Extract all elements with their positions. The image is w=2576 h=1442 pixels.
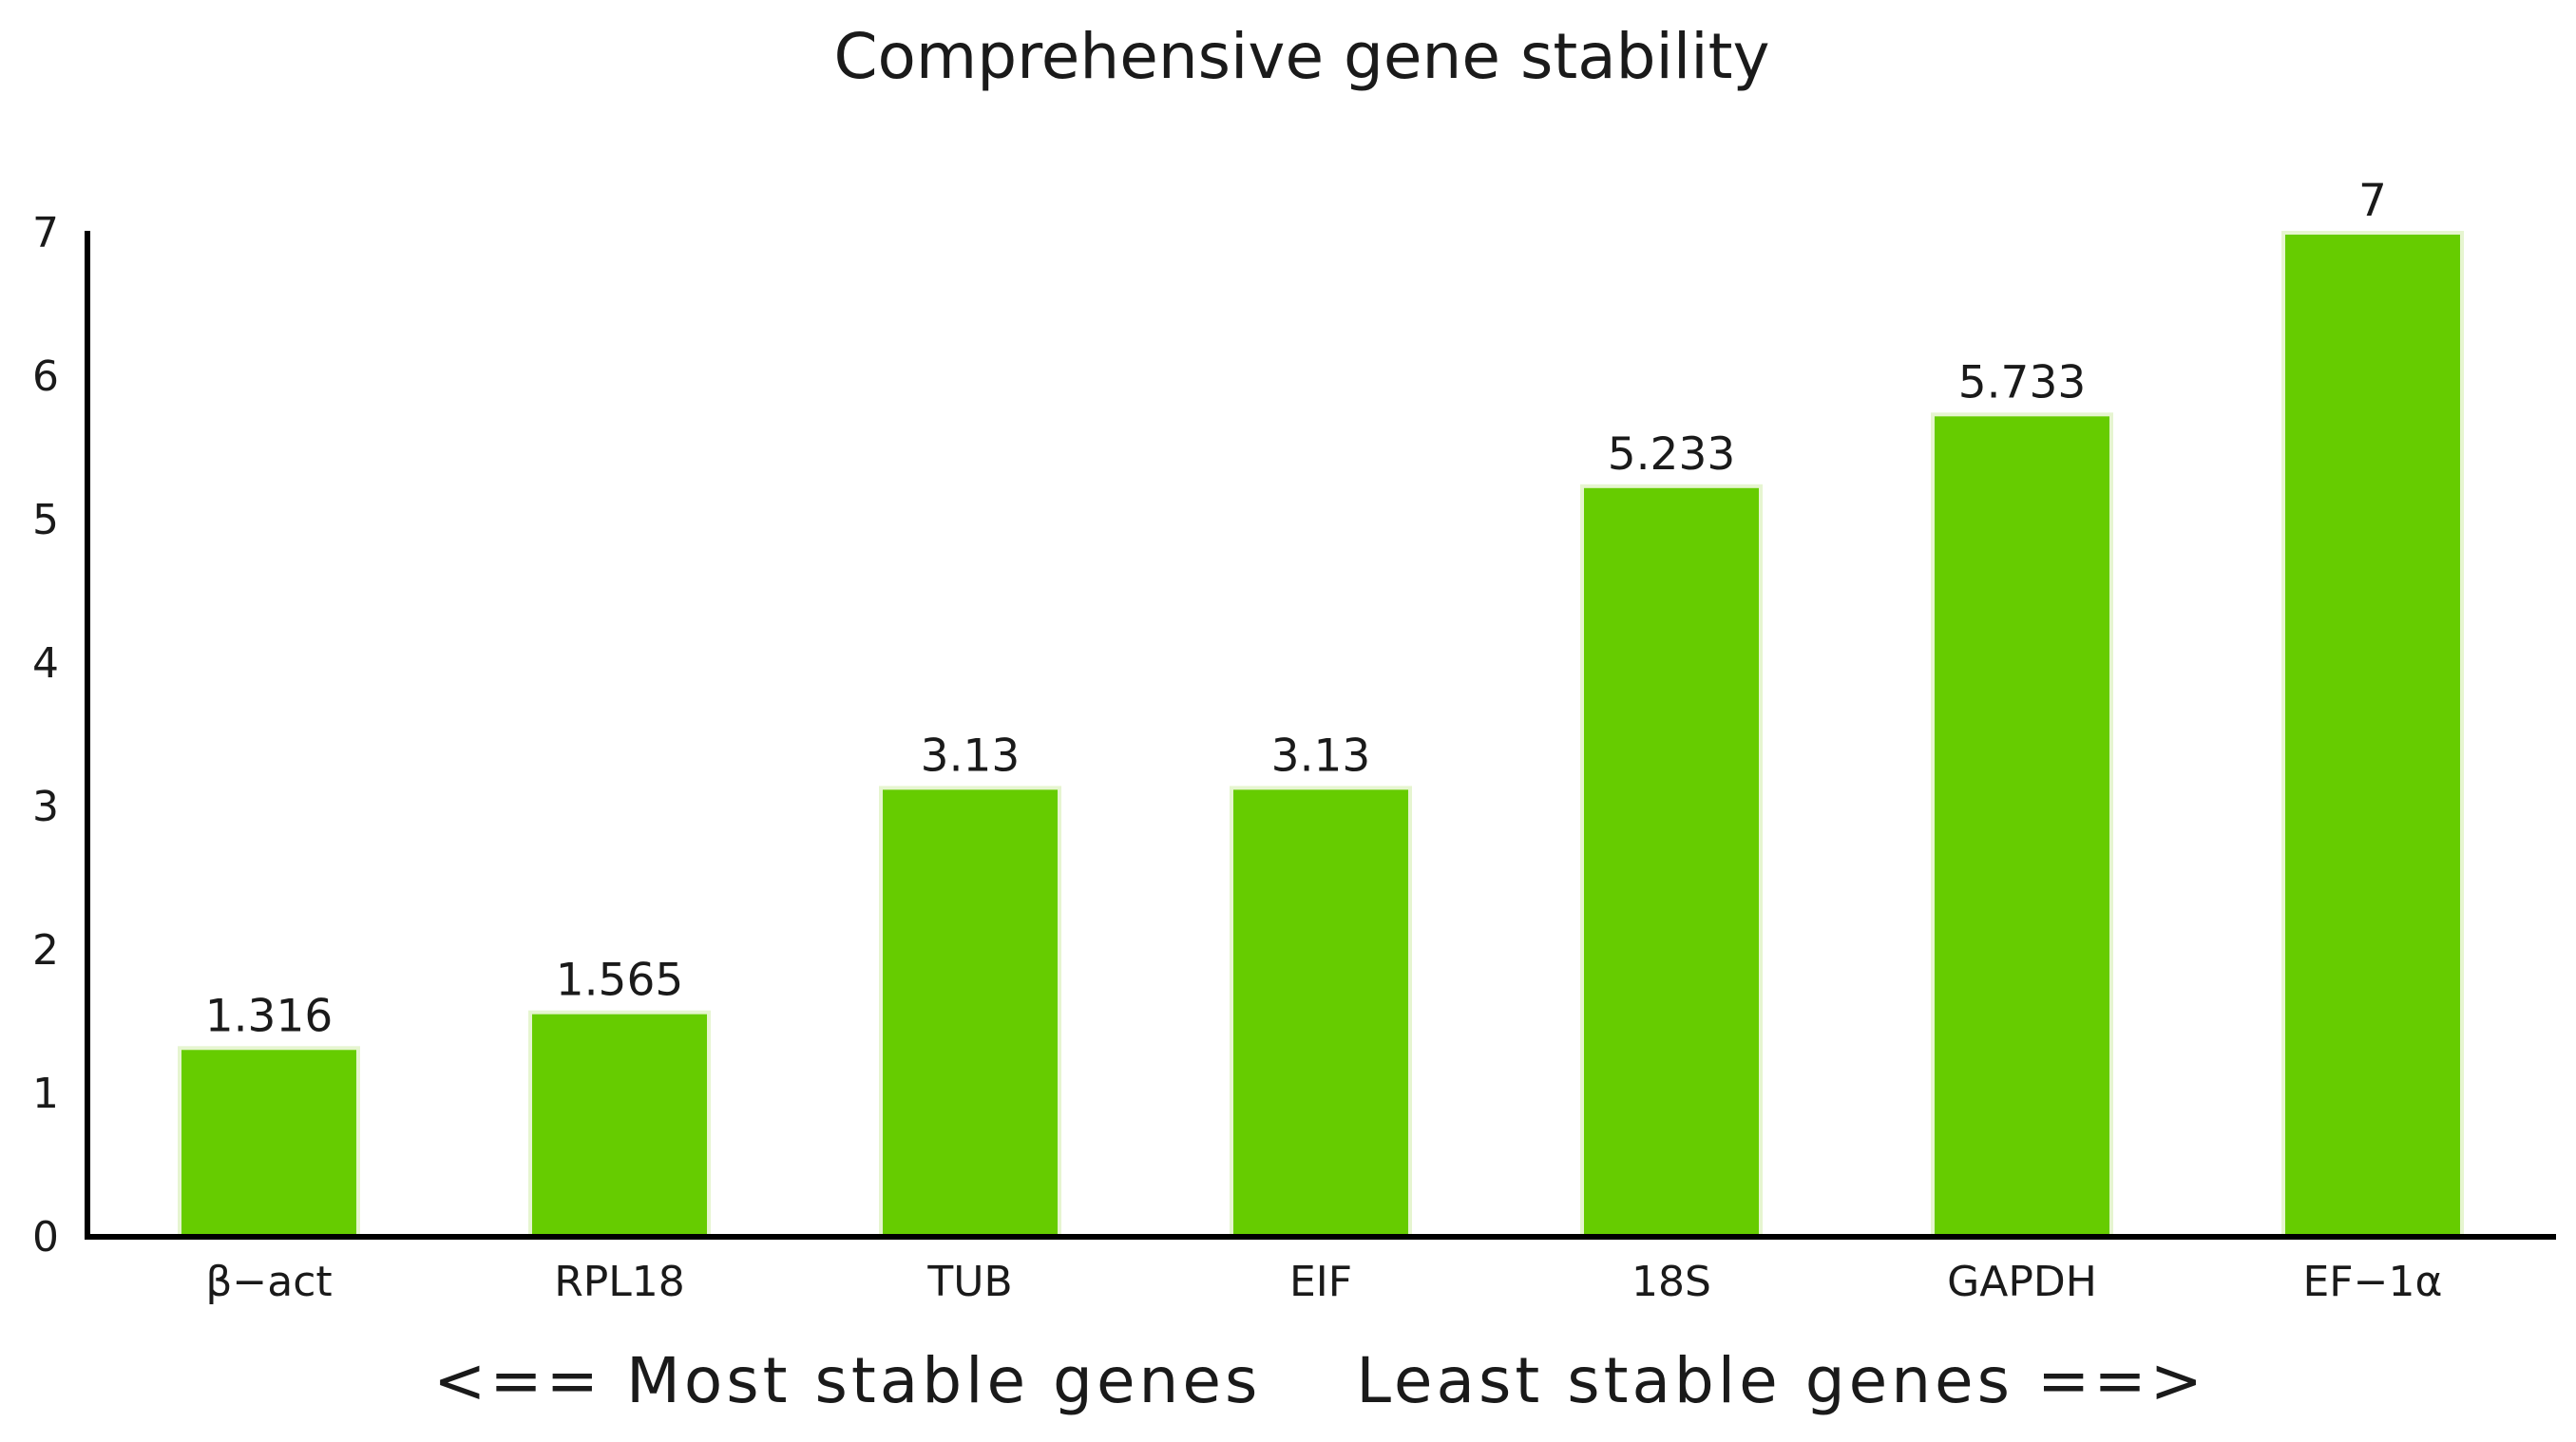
chart-title: Comprehensive gene stability <box>833 20 1769 93</box>
bar-1 <box>528 1010 711 1240</box>
bar-value-label-3: 3.13 <box>1271 730 1371 782</box>
bar-value-label-6: 7 <box>2358 175 2387 227</box>
x-tick-label-5: GAPDH <box>1947 1258 2097 1306</box>
y-tick-label-7: 7 <box>32 209 59 257</box>
x-axis-category-labels: β−act RPL18 TUB EIF 18S GAPDH EF−1α <box>205 1258 2442 1306</box>
bar-value-label-0: 1.316 <box>205 990 334 1042</box>
axes-layer <box>85 231 2556 1240</box>
bar-6 <box>2281 231 2464 1239</box>
bar-2 <box>879 786 1061 1239</box>
bar-3 <box>1230 786 1412 1239</box>
y-tick-label-0: 0 <box>32 1213 59 1262</box>
y-tick-label-6: 6 <box>32 352 59 401</box>
x-tick-label-1: RPL18 <box>554 1258 685 1306</box>
bar-5 <box>1931 412 2113 1239</box>
y-tick-label-2: 2 <box>32 926 59 975</box>
x-axis-title: <== Most stable genes Least stable genes… <box>433 1344 2206 1417</box>
x-tick-label-6: EF−1α <box>2303 1258 2443 1306</box>
bar-value-label-5: 5.733 <box>1958 356 2087 408</box>
y-tick-label-1: 1 <box>32 1070 59 1118</box>
y-tick-label-3: 3 <box>32 783 59 831</box>
x-tick-label-4: 18S <box>1631 1258 1711 1306</box>
bar-4 <box>1580 484 1763 1239</box>
x-tick-label-3: EIF <box>1289 1258 1352 1306</box>
bar-value-label-1: 1.565 <box>556 955 684 1007</box>
y-tick-label-5: 5 <box>32 496 59 544</box>
x-tick-label-0: β−act <box>205 1258 332 1306</box>
value-labels-layer: 1.316 1.565 3.13 3.13 5.233 5.733 7 <box>205 175 2387 1042</box>
bar-value-label-2: 3.13 <box>921 730 1021 782</box>
bar-0 <box>178 1046 360 1240</box>
x-tick-label-2: TUB <box>926 1258 1012 1306</box>
y-tick-label-4: 4 <box>32 639 59 688</box>
bars-layer <box>178 231 2464 1240</box>
bar-value-label-4: 5.233 <box>1608 428 1736 481</box>
y-axis-ticks: 0 1 2 3 4 5 6 7 <box>32 209 59 1262</box>
